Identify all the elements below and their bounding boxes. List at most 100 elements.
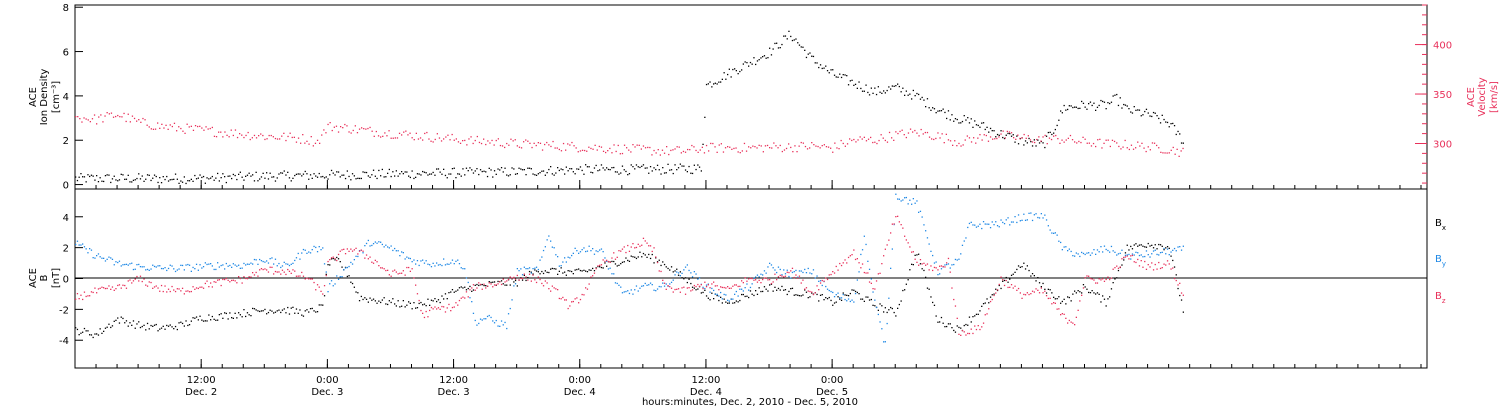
velocity-point [926,131,929,134]
b-bx-point [504,284,506,286]
velocity-point [1013,137,1015,139]
velocity-point [617,144,619,147]
density-point [381,168,383,171]
b-bz-point [564,299,566,301]
density-point [378,169,380,172]
b-by-point [846,300,848,302]
b-bz-point [202,287,205,289]
b-bx-point [1173,266,1176,268]
b-bz-point [734,284,736,286]
b-by-point [483,318,485,320]
density-point [1165,121,1167,123]
b-bz-point [273,273,275,275]
b-bz-point [80,294,82,296]
b-by-point [378,241,380,243]
b-by-point [185,264,187,266]
b-bz-point [888,239,890,241]
density-point [846,75,848,77]
density-point [1023,144,1025,146]
b-bx-point [804,289,806,291]
velocity-point [897,132,899,135]
density-point [134,179,136,181]
velocity-point [775,145,777,147]
b-by-point [1131,253,1134,255]
density-point [469,167,471,169]
b-bx-point [779,289,781,291]
density-point [380,175,382,177]
b-by-point [932,254,934,257]
density-point [213,179,215,181]
b-bx-point [76,328,79,331]
b-by-point [1135,251,1137,253]
density-point [628,173,631,175]
b-by-point [651,284,653,286]
density-point [444,174,447,177]
velocity-point [253,134,256,137]
b-bz-point [174,290,177,293]
density-point [674,164,676,166]
velocity-point [377,135,380,137]
density-point [732,68,734,71]
b-bx-point [285,312,287,314]
density-point [308,178,310,180]
density-point [82,176,84,178]
b-bz-point [753,279,755,281]
density-point [572,171,574,173]
velocity-point [844,145,846,147]
b-by-point [793,271,795,273]
b-bz-point [1123,256,1125,259]
density-point [143,180,145,182]
velocity-point [1053,135,1055,137]
b-bx-point [665,266,667,268]
velocity-point [581,149,584,151]
velocity-point [958,142,960,145]
density-point [493,170,496,172]
velocity-point [859,136,861,138]
b-bz-point [169,290,171,293]
b-bx-point [362,298,364,301]
b-bz-point [890,232,892,234]
velocity-point [1059,142,1061,144]
b-bz-point [208,286,210,288]
b-bz-point [623,246,625,248]
b-bz-point [571,301,573,303]
b-bz-point [681,287,683,289]
b-bz-point [1172,267,1174,269]
b-by-point [968,222,971,225]
density-point [909,93,911,95]
b-by-point [912,198,914,200]
b-by-point [833,296,836,298]
density-point [884,92,886,94]
velocity-point [941,133,943,135]
b-bz-point [663,282,666,284]
density-point [677,167,680,169]
b-bx-point [846,294,848,296]
b-bx-point [1060,302,1062,304]
b-bz-point [336,259,338,262]
density-point [821,67,823,70]
b-by-point [832,291,834,294]
b-bz-point [811,291,813,293]
b-bz-point [1110,277,1113,279]
velocity-point [186,123,188,125]
b-by-point [404,258,406,260]
b-by-point [101,257,103,259]
velocity-point [302,134,304,136]
b-by-point [174,270,177,273]
b-bz-point [916,261,918,263]
density-point [406,171,408,173]
b-bx-point [542,272,545,275]
b-bx-point [606,265,608,267]
b-by-point [1021,219,1023,221]
b-by-point [1070,250,1072,253]
b-bx-point [697,288,699,290]
b-by-point [1088,252,1090,254]
density-tick-label: 6 [63,48,69,59]
b-bx-point [1131,248,1134,250]
velocity-point [718,144,720,146]
b-bz-point [840,264,843,267]
b-bx-point [734,302,736,304]
density-point [828,72,830,74]
density-point [791,39,794,42]
density-point [565,166,567,168]
